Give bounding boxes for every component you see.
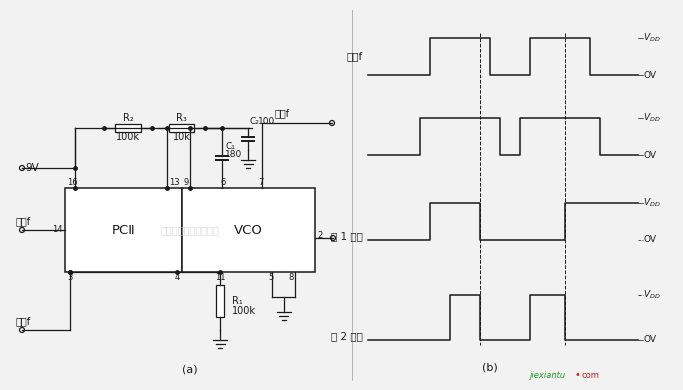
Text: 5: 5 bbox=[268, 273, 273, 282]
Text: 9: 9 bbox=[184, 178, 189, 187]
Text: 3: 3 bbox=[67, 273, 72, 282]
Text: jiexiantu: jiexiantu bbox=[530, 370, 566, 379]
Text: VCO: VCO bbox=[234, 223, 263, 236]
Bar bbox=[65, 188, 182, 272]
Text: (b): (b) bbox=[482, 363, 498, 373]
Text: OV: OV bbox=[643, 151, 656, 160]
Text: R₂: R₂ bbox=[123, 113, 133, 123]
Bar bbox=[182, 188, 315, 272]
Text: 10k: 10k bbox=[173, 132, 191, 142]
Text: C₂: C₂ bbox=[250, 117, 260, 126]
Text: 脚 1 输出: 脚 1 输出 bbox=[331, 231, 363, 241]
Text: com: com bbox=[582, 370, 600, 379]
Text: OV: OV bbox=[643, 71, 656, 80]
Text: 脚 2 输出: 脚 2 输出 bbox=[331, 331, 363, 341]
Text: •: • bbox=[575, 370, 581, 380]
Text: 180: 180 bbox=[225, 150, 242, 159]
Text: 2: 2 bbox=[317, 230, 322, 239]
Text: 4: 4 bbox=[175, 273, 180, 282]
Text: C₁: C₁ bbox=[225, 142, 235, 151]
Text: 杭州将睛科技有限公司: 杭州将睛科技有限公司 bbox=[161, 225, 219, 235]
Text: 输入f: 输入f bbox=[16, 216, 31, 226]
Text: (a): (a) bbox=[182, 365, 198, 375]
Text: 11: 11 bbox=[215, 273, 225, 282]
Bar bbox=[115, 124, 141, 132]
Bar bbox=[169, 124, 195, 132]
Text: 13: 13 bbox=[169, 178, 180, 187]
Text: 输入f: 输入f bbox=[347, 51, 363, 62]
Text: $V_{DD}$: $V_{DD}$ bbox=[643, 197, 660, 209]
Text: 100k: 100k bbox=[232, 306, 256, 316]
Text: 16: 16 bbox=[67, 178, 78, 187]
Text: R₃: R₃ bbox=[176, 113, 187, 123]
Text: 6: 6 bbox=[220, 178, 225, 187]
Text: $V_{DD}$: $V_{DD}$ bbox=[643, 289, 660, 301]
Bar bbox=[216, 285, 224, 317]
Text: OV: OV bbox=[643, 335, 656, 344]
Text: R₁: R₁ bbox=[232, 296, 242, 306]
Text: 14: 14 bbox=[53, 225, 63, 234]
Text: 输入f: 输入f bbox=[16, 316, 31, 326]
Text: 8: 8 bbox=[288, 273, 294, 282]
Text: $V_{DD}$: $V_{DD}$ bbox=[643, 32, 660, 44]
Text: $V_{DD}$: $V_{DD}$ bbox=[643, 112, 660, 124]
Text: PCⅡ: PCⅡ bbox=[112, 223, 135, 236]
Text: 7: 7 bbox=[258, 178, 264, 187]
Text: 输出f: 输出f bbox=[275, 108, 290, 118]
Text: 100: 100 bbox=[258, 117, 275, 126]
Text: OV: OV bbox=[643, 236, 656, 245]
Text: 9V: 9V bbox=[25, 163, 39, 173]
Text: 100k: 100k bbox=[116, 132, 140, 142]
